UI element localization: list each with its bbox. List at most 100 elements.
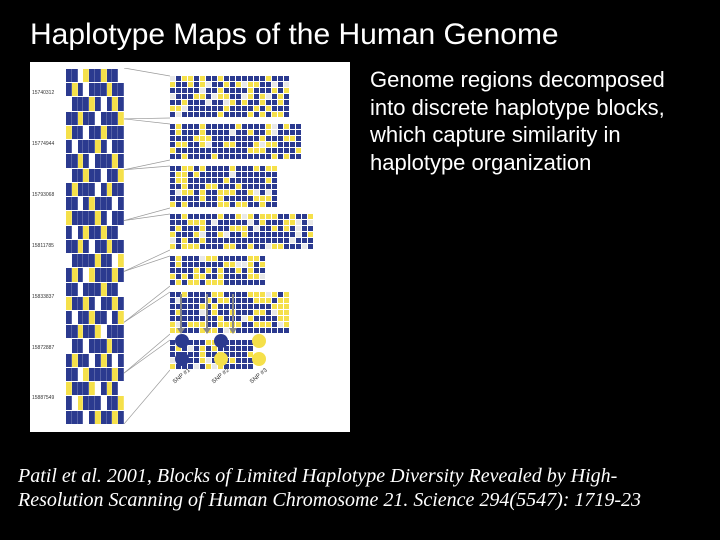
block-row: [170, 256, 340, 261]
block-cell: [236, 112, 241, 117]
block-cell: [236, 220, 241, 225]
block-cell: [284, 238, 289, 243]
block-cell: [260, 154, 265, 159]
block-cell: [212, 214, 217, 219]
block-cell: [212, 112, 217, 117]
block-row: [170, 166, 340, 171]
block-cell: [200, 274, 205, 279]
block-cell: [212, 262, 217, 267]
block-cell: [194, 154, 199, 159]
block-cell: [182, 142, 187, 147]
block-cell: [212, 106, 217, 111]
genome-band: [66, 82, 124, 96]
snp-set: SNP #1: [170, 334, 195, 386]
block-cell: [278, 244, 283, 249]
block-cell: [170, 196, 175, 201]
block-cell: [296, 142, 301, 147]
block-row: [170, 142, 340, 147]
block-cell: [266, 244, 271, 249]
block-cell: [290, 226, 295, 231]
block-cell: [266, 190, 271, 195]
block-cell: [218, 130, 223, 135]
block-cell: [212, 142, 217, 147]
block-cell: [242, 142, 247, 147]
block-cell: [182, 190, 187, 195]
block-cell: [260, 82, 265, 87]
block-cell: [302, 238, 307, 243]
block-cell: [206, 124, 211, 129]
block-cell: [188, 220, 193, 225]
block-cell: [284, 298, 289, 303]
block-cell: [224, 190, 229, 195]
block-cell: [170, 238, 175, 243]
block-cell: [194, 172, 199, 177]
block-cell: [176, 184, 181, 189]
block-cell: [188, 244, 193, 249]
block-row: [170, 124, 340, 129]
haplotype-block: [170, 166, 340, 208]
block-cell: [254, 232, 259, 237]
block-cell: [182, 220, 187, 225]
block-cell: [236, 256, 241, 261]
snp-set: SNP #3: [247, 334, 272, 386]
block-cell: [272, 310, 277, 315]
block-cell: [212, 220, 217, 225]
block-cell: [176, 232, 181, 237]
block-cell: [170, 232, 175, 237]
block-cell: [284, 214, 289, 219]
block-cell: [176, 166, 181, 171]
block-cell: [182, 244, 187, 249]
block-cell: [260, 196, 265, 201]
block-cell: [194, 142, 199, 147]
block-row: [170, 280, 340, 285]
block-cell: [236, 322, 241, 327]
block-cell: [248, 274, 253, 279]
block-cell: [194, 178, 199, 183]
block-cell: [236, 268, 241, 273]
block-cell: [170, 316, 175, 321]
block-cell: [188, 238, 193, 243]
block-cell: [296, 124, 301, 129]
block-cell: [212, 166, 217, 171]
block-cell: [182, 100, 187, 105]
block-cell: [218, 82, 223, 87]
block-cell: [182, 106, 187, 111]
block-cell: [242, 190, 247, 195]
block-cell: [230, 142, 235, 147]
snp-set: SNP #2: [209, 334, 234, 386]
arrow-icon: [180, 294, 182, 330]
block-cell: [188, 190, 193, 195]
block-cell: [182, 280, 187, 285]
block-cell: [176, 238, 181, 243]
snp-label: SNP #1: [172, 367, 192, 385]
block-cell: [182, 94, 187, 99]
block-cell: [248, 76, 253, 81]
block-cell: [242, 196, 247, 201]
block-cell: [284, 232, 289, 237]
block-cell: [206, 226, 211, 231]
block-cell: [170, 214, 175, 219]
block-cell: [278, 232, 283, 237]
block-cell: [194, 130, 199, 135]
block-cell: [200, 76, 205, 81]
block-cell: [170, 298, 175, 303]
block-cell: [308, 226, 313, 231]
block-cell: [260, 178, 265, 183]
snp-cell: [118, 83, 124, 96]
block-cell: [212, 82, 217, 87]
block-cell: [260, 310, 265, 315]
block-cell: [176, 154, 181, 159]
block-cell: [236, 172, 241, 177]
block-cell: [266, 130, 271, 135]
block-cell: [278, 214, 283, 219]
block-cell: [296, 214, 301, 219]
block-cell: [224, 94, 229, 99]
block-cell: [236, 166, 241, 171]
block-cell: [170, 292, 175, 297]
block-cell: [236, 226, 241, 231]
block-cell: [182, 124, 187, 129]
block-cell: [242, 280, 247, 285]
block-cell: [254, 112, 259, 117]
block-cell: [188, 100, 193, 105]
block-cell: [194, 136, 199, 141]
